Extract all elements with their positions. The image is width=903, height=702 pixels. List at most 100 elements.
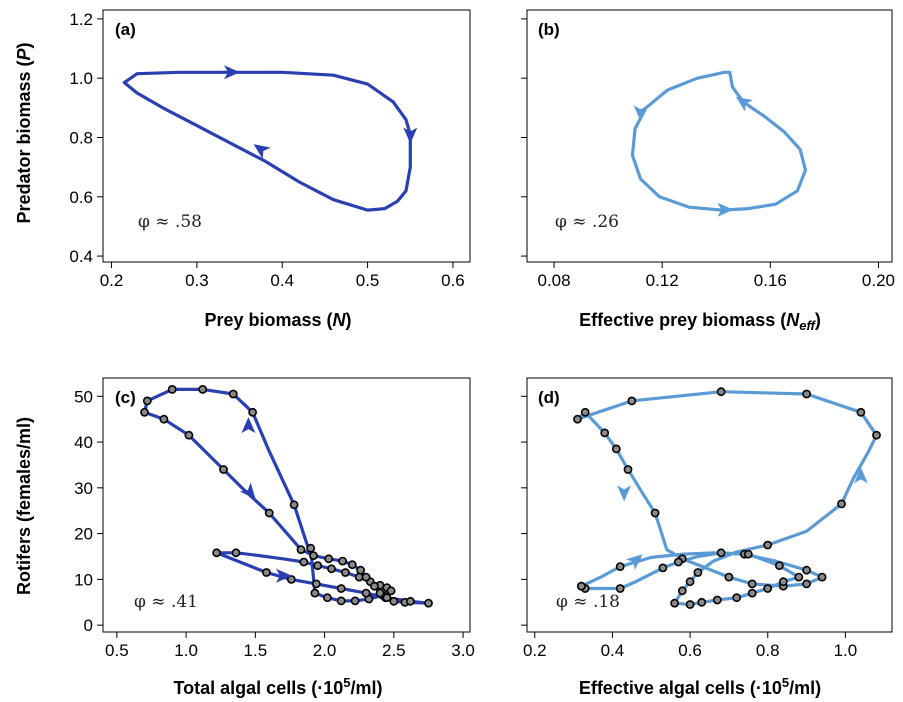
series-line <box>142 387 431 605</box>
direction-arrow <box>853 467 868 484</box>
direction-arrow <box>403 127 418 144</box>
x-tick-label: 1.0 <box>834 641 858 660</box>
data-point <box>299 557 309 567</box>
x-tick-label: 0.5 <box>105 641 129 660</box>
y-tick-label: 0.8 <box>69 128 93 147</box>
panel-c: 0.5 1.0 1.5 2.0 2.5 3.0 0 10 20 30 40 50 (c) φ ≈ .41 <box>74 377 475 660</box>
data-point <box>296 545 306 554</box>
direction-arrow <box>617 485 632 502</box>
data-point <box>338 556 347 566</box>
x-tick-label: 3.0 <box>451 641 475 660</box>
x-tick-label: 2.5 <box>382 641 406 660</box>
panel-c-ylabel: Rotifers (females/ml) <box>14 417 34 595</box>
panel-d-xlabel: Effective algal cells (·105/ml) <box>579 675 821 698</box>
direction-arrow <box>241 417 256 434</box>
data-point <box>289 500 299 510</box>
y-tick-label: 10 <box>74 570 93 589</box>
data-point <box>356 565 365 575</box>
data-point <box>424 598 433 608</box>
y-tick-label: 20 <box>74 525 93 544</box>
panel-c-xlabel: Total algal cells (·105/ml) <box>174 675 383 698</box>
data-point <box>336 596 346 606</box>
direction-arrow <box>633 105 648 122</box>
series-line <box>122 70 412 212</box>
direction-arrow <box>224 65 240 80</box>
x-tick-label: 0.4 <box>270 271 294 290</box>
data-point <box>405 596 415 606</box>
panel-d-frame <box>526 377 893 633</box>
panel-tag: (c) <box>115 388 136 407</box>
data-point <box>802 389 811 399</box>
data-point <box>677 586 687 596</box>
data-point <box>228 389 238 399</box>
panel-d: 0.2 0.4 0.6 0.8 1.0 (d) φ ≈ .18 <box>521 377 893 660</box>
data-point <box>615 562 625 571</box>
y-tick-label: 30 <box>74 479 93 498</box>
data-point <box>674 557 683 567</box>
data-point <box>212 548 221 558</box>
data-point <box>697 597 707 607</box>
x-tick-label: 0.20 <box>862 271 895 290</box>
data-point <box>309 551 318 560</box>
data-point <box>140 407 149 417</box>
data-point <box>615 584 625 593</box>
x-tick-label: 0.16 <box>754 271 787 290</box>
data-point <box>369 581 379 591</box>
data-point <box>623 465 633 474</box>
x-tick-label: 1.0 <box>174 641 198 660</box>
phase-annotation: φ ≈ .26 <box>555 212 619 232</box>
data-point <box>264 508 274 518</box>
x-tick-label: 0.2 <box>100 271 124 290</box>
data-point <box>747 588 757 598</box>
data-point <box>311 579 321 589</box>
series-line <box>630 70 808 212</box>
data-point <box>716 548 726 558</box>
x-tick-label: 0.6 <box>441 271 465 290</box>
y-tick-label: 1.2 <box>69 10 93 29</box>
data-point <box>627 396 637 406</box>
panel-a: 0.2 0.3 0.4 0.5 0.6 0.4 0.6 0.8 1.0 1.2 (a) φ ≈ .58 <box>69 9 471 290</box>
data-point <box>817 572 827 582</box>
y-tick-label: 0 <box>84 616 93 635</box>
x-tick-label: 0.8 <box>756 641 780 660</box>
data-point <box>658 563 668 573</box>
y-tick-label: 50 <box>74 387 93 406</box>
panel-a-xlabel: Prey biomass (N) <box>204 310 351 330</box>
data-point <box>261 568 271 577</box>
data-point <box>775 561 784 570</box>
data-point <box>142 396 152 406</box>
data-point <box>361 572 371 582</box>
y-tick-label: 0.6 <box>69 188 93 207</box>
data-point <box>382 593 392 603</box>
panel-tag: (a) <box>115 20 136 39</box>
phase-annotation: φ ≈ .41 <box>134 592 198 612</box>
data-point <box>340 568 350 577</box>
data-point <box>322 593 332 603</box>
data-point <box>763 584 773 593</box>
data-point <box>747 579 757 589</box>
data-point <box>837 499 846 509</box>
x-tick-label: 0.6 <box>678 641 702 660</box>
x-tick-label: 0.4 <box>601 641 625 660</box>
data-point <box>159 414 169 424</box>
data-point <box>389 596 399 606</box>
x-tick-label: 0.3 <box>185 271 209 290</box>
data-point <box>167 384 177 394</box>
panel-b: 0.08 0.12 0.16 0.20 (b) φ ≈ .26 <box>521 9 895 290</box>
direction-arrow <box>717 202 734 217</box>
data-point <box>219 465 228 474</box>
panel-a-frame <box>102 9 471 263</box>
data-point <box>856 407 866 417</box>
data-point <box>310 588 320 598</box>
data-point <box>573 414 582 424</box>
data-point <box>743 549 753 559</box>
data-point <box>324 554 334 564</box>
panel-tag: (b) <box>538 20 560 39</box>
panel-b-xlabel: Effective prey biomass (Neff) <box>579 310 821 333</box>
data-point <box>361 588 371 598</box>
data-point <box>732 593 742 603</box>
data-point <box>580 407 590 417</box>
data-point <box>248 407 257 417</box>
data-point <box>685 600 695 609</box>
data-point <box>712 595 722 605</box>
